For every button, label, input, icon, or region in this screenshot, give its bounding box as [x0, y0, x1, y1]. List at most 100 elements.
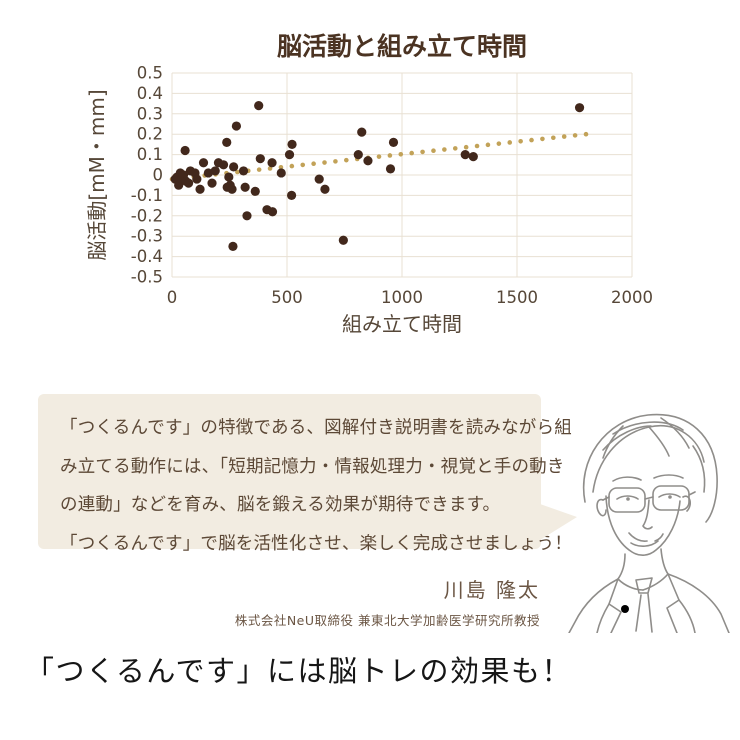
- brain-activity-scatter-chart: 0.50.40.30.20.10-0.1-0.2-0.3-0.4-0.50 500…: [85, 32, 653, 336]
- data-point: [218, 160, 229, 170]
- professor-portrait-illustration: [568, 413, 730, 633]
- speech-bubble: 「つくるんです」の特徴である、図解付き説明書を読みながら組 み立てる動作には、「…: [38, 394, 572, 554]
- x-tick-label: 0: [167, 288, 178, 307]
- y-tick-label: -0.2: [131, 206, 163, 225]
- data-point: [195, 184, 205, 194]
- trend-dot: [322, 160, 327, 165]
- y-tick-label: 0.3: [137, 104, 163, 123]
- y-tick-label: -0.1: [131, 186, 163, 205]
- data-point: [240, 182, 250, 192]
- data-point: [338, 235, 348, 245]
- trend-dot: [278, 164, 284, 170]
- x-tick-label: 2000: [611, 288, 653, 307]
- trend-dot: [442, 147, 447, 152]
- data-point: [357, 127, 367, 137]
- data-point: [284, 150, 295, 160]
- data-point: [468, 152, 478, 162]
- speech-text-line: の連動」などを育み、脳を鍛える効果が期待できます。: [60, 495, 501, 515]
- x-axis-label: 組み立て時間: [342, 312, 462, 336]
- bottom-headline: 「つくるんです」には脳トレの効果も！: [25, 654, 572, 688]
- data-point: [255, 154, 265, 164]
- speech-text-line: 「つくるんです」で脳を活性化させ、楽しく完成させましょう！: [60, 533, 573, 554]
- speech-text-line: み立てる動作には、「短期記憶力・情報処理力・視覚と手の動き: [60, 456, 565, 477]
- speech-bubble-tail: [540, 504, 577, 540]
- trend-dot: [452, 146, 458, 151]
- trend-dot: [561, 134, 567, 139]
- chart-title: 脳活動と組み立て時間: [277, 32, 527, 61]
- y-tick-label: 0.4: [137, 84, 163, 103]
- data-point: [385, 164, 396, 174]
- trend-dot: [235, 169, 240, 175]
- trend-dot: [474, 143, 480, 149]
- trend-dot: [529, 137, 534, 143]
- data-point: [229, 162, 239, 172]
- professor-affiliation: 株式会社NeU取締役 兼東北大学加齢医学研究所教授: [234, 613, 540, 628]
- trend-dot: [398, 151, 404, 157]
- trend-dot: [420, 149, 425, 155]
- professor-name: 川島 隆太: [443, 578, 540, 602]
- trend-dot: [387, 153, 393, 158]
- y-tick-label: 0.1: [137, 145, 163, 164]
- data-point: [276, 168, 286, 178]
- y-axis-label: 脳活動[mM・mm]: [85, 89, 109, 260]
- data-point: [267, 207, 278, 217]
- trend-dot: [344, 157, 349, 163]
- trend-dot: [496, 141, 502, 146]
- data-point: [224, 172, 234, 182]
- data-point: [287, 190, 297, 200]
- trend-dot: [289, 163, 295, 169]
- y-tick-label: -0.4: [131, 247, 163, 266]
- data-point: [180, 145, 190, 156]
- data-point: [574, 103, 585, 113]
- x-tick-label: 1500: [496, 288, 538, 307]
- data-point: [320, 184, 330, 194]
- trend-dot: [583, 131, 589, 137]
- credit-block: 川島 隆太 株式会社NeU取締役 兼東北大学加齢医学研究所教授: [235, 574, 540, 629]
- trend-dot: [540, 136, 545, 142]
- trend-dot: [409, 150, 414, 156]
- trend-dot: [507, 140, 513, 145]
- data-point: [363, 156, 373, 166]
- data-point: [203, 168, 213, 178]
- trend-dot: [267, 166, 273, 171]
- y-tick-label: -0.5: [131, 268, 163, 287]
- data-point: [227, 184, 237, 194]
- data-point: [207, 178, 217, 188]
- data-point: [460, 150, 470, 160]
- data-point: [254, 101, 264, 111]
- x-tick-label: 500: [271, 288, 303, 307]
- trend-dot: [463, 144, 469, 150]
- data-point: [287, 139, 297, 149]
- data-point: [228, 241, 238, 251]
- trend-dot: [300, 162, 306, 168]
- trend-dot: [376, 154, 382, 159]
- data-point: [222, 137, 232, 147]
- trend-dot: [256, 167, 262, 172]
- trend-dot: [551, 135, 556, 141]
- speech-text-line: 「つくるんです」の特徴である、図解付き説明書を読みながら組: [60, 418, 572, 438]
- data-point: [242, 211, 252, 221]
- y-tick-label: 0.2: [137, 125, 163, 144]
- data-point: [267, 158, 277, 168]
- data-point: [210, 166, 220, 176]
- data-point: [314, 174, 324, 184]
- trend-dot: [333, 159, 338, 164]
- data-point: [238, 166, 249, 176]
- trend-dot: [485, 142, 491, 148]
- data-point: [353, 150, 363, 160]
- data-point: [250, 186, 260, 196]
- x-tick-label: 1000: [381, 288, 423, 307]
- y-tick-label: 0: [153, 166, 164, 185]
- data-point: [231, 121, 241, 131]
- data-point: [388, 137, 399, 147]
- data-point: [183, 178, 194, 188]
- data-point: [192, 174, 202, 184]
- y-tick-label: 0.5: [137, 64, 163, 83]
- trend-dot: [431, 148, 436, 154]
- trend-dot: [518, 138, 523, 144]
- trend-dot: [572, 133, 578, 138]
- trend-dot: [311, 161, 316, 167]
- data-point: [198, 158, 209, 168]
- y-tick-label: -0.3: [131, 227, 163, 246]
